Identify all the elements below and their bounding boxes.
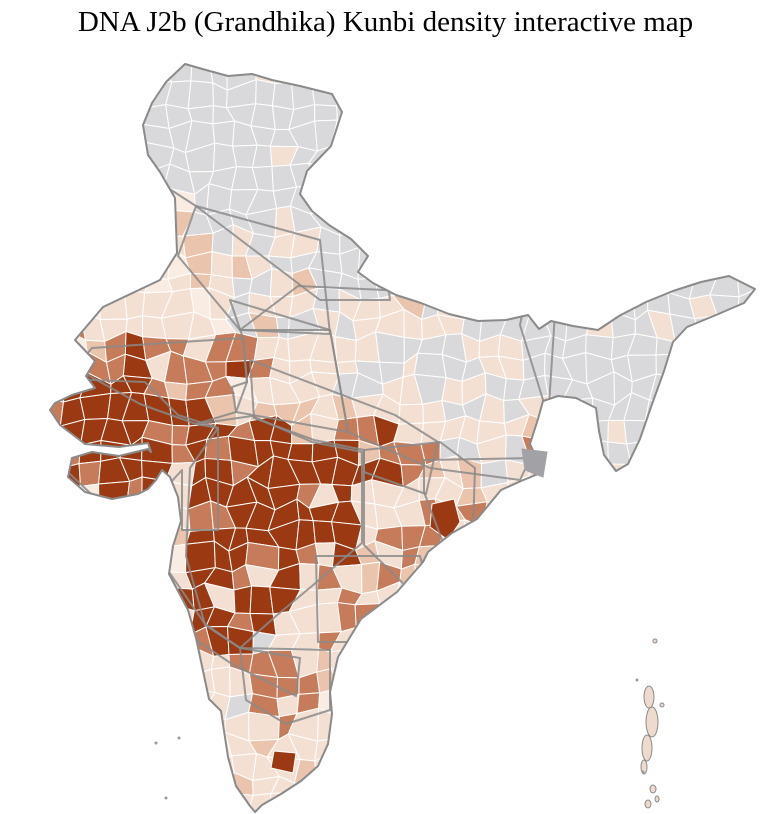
district[interactable] bbox=[190, 62, 214, 84]
district[interactable] bbox=[561, 397, 594, 422]
andaman-island[interactable] bbox=[649, 784, 657, 794]
district[interactable] bbox=[79, 392, 112, 421]
district[interactable] bbox=[187, 80, 214, 110]
district[interactable] bbox=[647, 287, 671, 315]
district[interactable] bbox=[375, 603, 395, 636]
district[interactable] bbox=[144, 245, 171, 280]
district[interactable] bbox=[336, 360, 359, 375]
district[interactable] bbox=[212, 120, 236, 147]
andaman-island[interactable] bbox=[652, 638, 658, 644]
tamilnadu-dark-district[interactable] bbox=[270, 750, 297, 774]
andaman-island[interactable] bbox=[659, 702, 665, 708]
andaman-island[interactable] bbox=[644, 799, 652, 809]
district[interactable] bbox=[271, 81, 295, 111]
small-island-speck bbox=[641, 770, 645, 774]
state-border-karnataka-interior bbox=[239, 647, 331, 725]
andaman-island[interactable] bbox=[640, 759, 648, 775]
district[interactable] bbox=[393, 422, 425, 445]
district[interactable] bbox=[98, 288, 128, 321]
district[interactable] bbox=[163, 543, 187, 574]
small-island-speck bbox=[177, 736, 181, 740]
district[interactable] bbox=[287, 443, 314, 463]
district[interactable] bbox=[39, 372, 67, 403]
district[interactable] bbox=[462, 291, 483, 321]
state-border-deccan-core bbox=[185, 415, 363, 649]
district[interactable] bbox=[709, 269, 740, 298]
district[interactable] bbox=[250, 103, 276, 130]
district[interactable] bbox=[392, 266, 427, 298]
district[interactable] bbox=[581, 439, 609, 465]
small-island-speck bbox=[154, 741, 158, 745]
district[interactable] bbox=[314, 104, 338, 122]
district[interactable] bbox=[339, 206, 362, 236]
district[interactable] bbox=[398, 403, 425, 425]
district[interactable] bbox=[308, 162, 337, 196]
state-border-punjab-haryana bbox=[177, 205, 331, 335]
district[interactable] bbox=[414, 563, 445, 595]
district[interactable] bbox=[78, 460, 102, 487]
district[interactable] bbox=[310, 185, 342, 215]
andaman-island[interactable] bbox=[641, 734, 653, 762]
district[interactable] bbox=[336, 602, 357, 633]
andaman-island[interactable] bbox=[643, 685, 655, 709]
district[interactable] bbox=[644, 420, 679, 441]
district[interactable] bbox=[375, 331, 405, 364]
small-island-speck bbox=[635, 678, 639, 682]
district[interactable] bbox=[61, 351, 89, 381]
sundarbans-delta bbox=[521, 448, 548, 478]
district[interactable] bbox=[123, 288, 146, 320]
district[interactable] bbox=[481, 501, 510, 528]
andaman-island[interactable] bbox=[654, 795, 660, 803]
district[interactable] bbox=[413, 352, 447, 379]
district[interactable] bbox=[314, 542, 336, 568]
district[interactable] bbox=[316, 647, 332, 673]
district[interactable] bbox=[266, 791, 299, 814]
district[interactable] bbox=[186, 668, 216, 694]
district[interactable] bbox=[334, 335, 357, 364]
district[interactable] bbox=[98, 480, 131, 504]
district[interactable] bbox=[210, 251, 233, 279]
india-outline bbox=[49, 63, 756, 813]
district[interactable] bbox=[233, 585, 253, 614]
state-border-gangetic-plain bbox=[239, 285, 557, 481]
district[interactable] bbox=[255, 79, 276, 107]
district[interactable] bbox=[119, 123, 147, 149]
district[interactable] bbox=[519, 476, 548, 510]
district[interactable] bbox=[212, 772, 235, 805]
district[interactable] bbox=[461, 519, 483, 549]
district[interactable] bbox=[122, 142, 150, 173]
district[interactable] bbox=[607, 419, 628, 445]
district[interactable] bbox=[65, 309, 87, 341]
small-island-speck bbox=[164, 796, 168, 800]
andaman-island[interactable] bbox=[645, 706, 659, 738]
district[interactable] bbox=[336, 80, 359, 107]
map-title: DNA J2b (Grandhika) Kunbi density intera… bbox=[77, 6, 694, 38]
